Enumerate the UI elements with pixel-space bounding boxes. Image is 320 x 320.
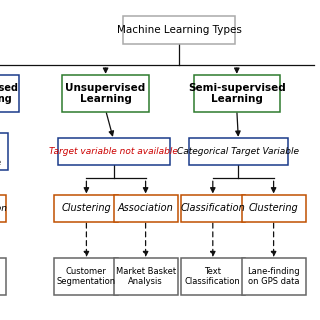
Text: Association: Association <box>118 203 173 213</box>
FancyBboxPatch shape <box>189 138 288 165</box>
Text: Clustering: Clustering <box>249 203 299 213</box>
Text: Unsupervised
Learning: Unsupervised Learning <box>66 83 146 104</box>
FancyBboxPatch shape <box>181 258 245 295</box>
FancyBboxPatch shape <box>0 133 8 170</box>
FancyBboxPatch shape <box>181 195 245 222</box>
Text: Lane-finding
on GPS data: Lane-finding on GPS data <box>247 267 300 286</box>
Text: Supervised
Learning: Supervised Learning <box>0 83 18 104</box>
Text: Text
Classification: Text Classification <box>185 267 241 286</box>
Text: Regression: Regression <box>0 204 7 213</box>
FancyBboxPatch shape <box>242 258 306 295</box>
FancyBboxPatch shape <box>114 258 178 295</box>
Text: Market Basket
Analysis: Market Basket Analysis <box>116 267 176 286</box>
FancyBboxPatch shape <box>242 195 306 222</box>
Text: Clustering: Clustering <box>61 203 111 213</box>
FancyBboxPatch shape <box>54 258 118 295</box>
FancyBboxPatch shape <box>0 258 6 295</box>
Text: Customer
Segmentation: Customer Segmentation <box>57 267 116 286</box>
Text: Classification: Classification <box>180 203 245 213</box>
FancyBboxPatch shape <box>123 16 235 44</box>
FancyBboxPatch shape <box>62 75 149 112</box>
FancyBboxPatch shape <box>0 195 6 222</box>
FancyBboxPatch shape <box>58 138 170 165</box>
Text: Target variable not available: Target variable not available <box>49 147 178 156</box>
Text: Target
variable
available: Target variable available <box>0 137 2 167</box>
FancyBboxPatch shape <box>194 75 280 112</box>
Text: Categorical Target Variable: Categorical Target Variable <box>177 147 300 156</box>
Text: Machine Learning Types: Machine Learning Types <box>117 25 242 35</box>
Text: Semi-supervised
Learning: Semi-supervised Learning <box>188 83 286 104</box>
FancyBboxPatch shape <box>54 195 118 222</box>
FancyBboxPatch shape <box>114 195 178 222</box>
FancyBboxPatch shape <box>0 75 19 112</box>
